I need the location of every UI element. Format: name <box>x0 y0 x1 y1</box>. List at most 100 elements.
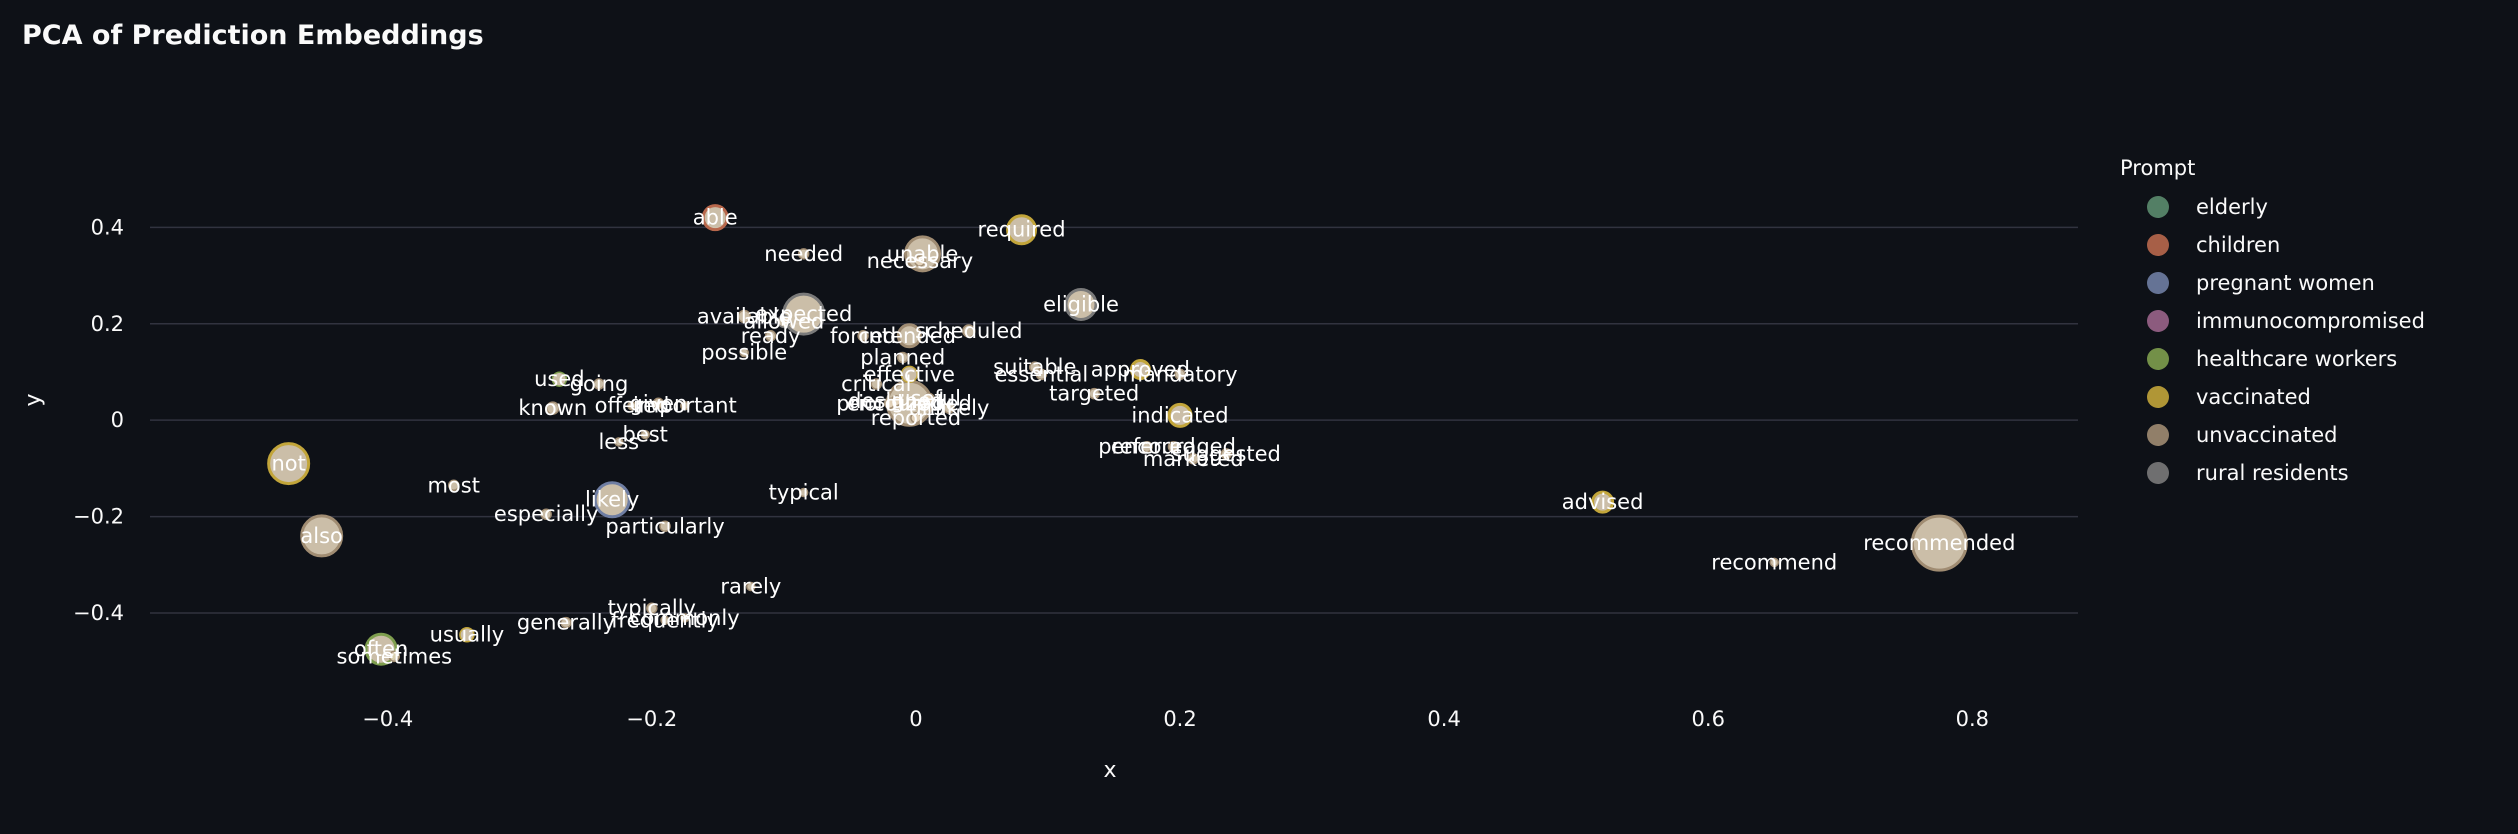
x-axis-ticks: −0.4 −0.2 0 0.2 0.4 0.6 0.8 <box>362 707 1989 731</box>
data-point[interactable] <box>1141 440 1153 453</box>
data-point[interactable] <box>943 402 955 414</box>
data-point[interactable] <box>447 479 460 492</box>
data-point[interactable] <box>1769 557 1780 568</box>
data-point[interactable] <box>914 255 926 267</box>
data-point[interactable] <box>782 292 826 336</box>
data-label: forced <box>830 324 896 348</box>
data-point[interactable] <box>388 650 401 663</box>
data-label: prioritized <box>836 391 942 415</box>
x-tick-label: 0.4 <box>1427 707 1460 731</box>
data-point[interactable] <box>560 616 572 629</box>
data-point[interactable] <box>764 330 777 342</box>
legend-label: unvaccinated <box>2196 423 2338 447</box>
data-point[interactable] <box>1129 359 1151 381</box>
legend-item[interactable]: healthcare workers <box>2147 347 2397 371</box>
legend-title: Prompt <box>2120 156 2195 180</box>
data-point[interactable] <box>1088 387 1100 400</box>
data-point[interactable] <box>1035 368 1048 381</box>
data-label: encouraged <box>1111 435 1236 459</box>
data-point[interactable] <box>883 397 896 410</box>
data-point[interactable] <box>1591 490 1615 514</box>
data-point[interactable] <box>652 397 665 410</box>
data-label: intended <box>863 324 956 348</box>
data-label: most <box>427 473 479 497</box>
data-label: able <box>693 206 738 230</box>
legend-item[interactable]: rural residents <box>2147 461 2349 485</box>
data-label: marketed <box>1143 447 1244 471</box>
legend-item[interactable]: vaccinated <box>2147 385 2311 409</box>
data-point[interactable] <box>1167 440 1180 453</box>
data-point[interactable] <box>640 429 650 440</box>
data-point[interactable] <box>896 351 909 364</box>
data-point[interactable] <box>896 323 922 349</box>
data-point[interactable] <box>627 400 637 411</box>
data-point[interactable] <box>551 371 568 387</box>
legend-item[interactable]: pregnant women <box>2147 271 2375 295</box>
data-label: unable <box>887 242 959 266</box>
data-label: allowed <box>743 309 824 333</box>
y-tick-label: 0 <box>111 408 124 432</box>
data-point[interactable] <box>961 324 976 338</box>
data-point[interactable] <box>1910 514 1968 572</box>
legend-item[interactable]: immunocompromised <box>2147 309 2425 333</box>
data-point[interactable] <box>659 520 671 532</box>
data-point[interactable] <box>857 330 869 342</box>
legend-marker <box>2147 196 2169 218</box>
data-point[interactable] <box>646 602 658 614</box>
data-point[interactable] <box>870 378 883 390</box>
data-point[interactable] <box>737 309 751 324</box>
data-point[interactable] <box>1029 361 1041 373</box>
legend-label: elderly <box>2196 195 2268 219</box>
data-label: mandatory <box>1123 362 1238 386</box>
data-point[interactable] <box>1220 448 1232 460</box>
legend-item[interactable]: elderly <box>2147 195 2268 219</box>
data-label: critical <box>841 372 911 396</box>
data-label: suitable <box>993 355 1076 379</box>
data-point[interactable] <box>910 412 922 424</box>
data-point[interactable] <box>797 248 810 260</box>
data-point[interactable] <box>680 613 690 623</box>
legend-item[interactable]: unvaccinated <box>2147 423 2338 447</box>
data-label: eligible <box>1043 292 1119 316</box>
legend[interactable]: Prompt elderly children pregnant women immu… <box>2120 156 2425 485</box>
data-label: especially <box>494 502 598 526</box>
data-label: unlikely <box>908 396 989 420</box>
data-point[interactable] <box>701 204 729 232</box>
data-point[interactable] <box>1006 214 1038 246</box>
legend-label: children <box>2196 233 2280 257</box>
data-point[interactable] <box>300 514 344 558</box>
data-label: preferred <box>1098 435 1195 459</box>
data-point[interactable] <box>680 400 690 411</box>
data-label: known <box>518 396 587 420</box>
data-point[interactable] <box>593 378 605 390</box>
data-label: designed <box>848 389 944 413</box>
data-point[interactable] <box>267 442 311 486</box>
data-point[interactable] <box>614 437 624 447</box>
data-label: targeted <box>1049 382 1139 406</box>
data-point[interactable] <box>746 581 756 592</box>
data-label: recommended <box>1863 531 2015 555</box>
data-point[interactable] <box>777 314 791 329</box>
data-point[interactable] <box>459 626 475 643</box>
data-point[interactable] <box>660 615 670 626</box>
data-label: approved <box>1091 358 1190 382</box>
data-point[interactable] <box>1167 402 1193 428</box>
legend-marker <box>2147 386 2169 408</box>
chart-title: PCA of Prediction Embeddings <box>22 20 484 51</box>
data-label: essential <box>994 362 1088 386</box>
data-point[interactable] <box>546 401 560 415</box>
data-point[interactable] <box>593 481 631 519</box>
data-label: ready <box>741 324 801 348</box>
data-label: offered <box>595 394 670 418</box>
data-point[interactable] <box>923 392 935 405</box>
data-point[interactable] <box>540 508 552 520</box>
data-point[interactable] <box>798 487 809 498</box>
data-point[interactable] <box>904 235 942 273</box>
data-point[interactable] <box>1174 368 1186 381</box>
data-point[interactable] <box>900 365 919 384</box>
data-point[interactable] <box>739 347 749 358</box>
data-point[interactable] <box>1187 453 1199 465</box>
x-axis-title: x <box>1103 758 1116 783</box>
legend-item[interactable]: children <box>2147 233 2280 257</box>
data-point[interactable] <box>1064 287 1098 321</box>
